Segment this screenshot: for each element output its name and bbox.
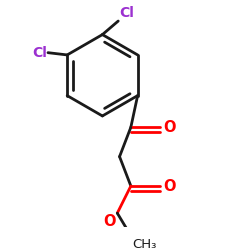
Text: CH₃: CH₃ (132, 238, 156, 250)
Text: Cl: Cl (119, 6, 134, 20)
Text: O: O (163, 120, 175, 135)
Text: O: O (104, 214, 116, 229)
Text: Cl: Cl (32, 46, 47, 60)
Text: O: O (163, 178, 175, 194)
